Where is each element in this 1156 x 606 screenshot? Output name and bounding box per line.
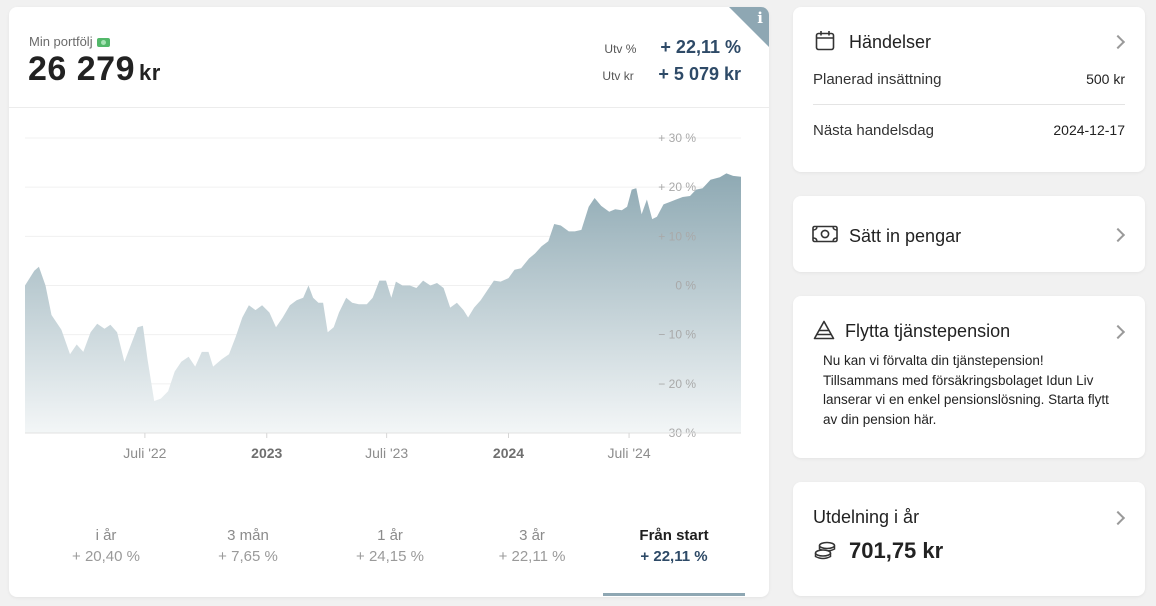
period-fran-start[interactable]: Från start + 22,11 %	[603, 517, 745, 597]
portfolio-value-number: 26 279	[28, 50, 135, 88]
period-label: i år	[95, 527, 117, 544]
banknote-icon	[812, 225, 838, 243]
coins-icon	[814, 541, 836, 560]
pension-description: Nu kan vi förvalta din tjänstepension! T…	[823, 353, 1109, 427]
x-tick-label: 2023	[251, 445, 282, 461]
period-value: + 22,11 %	[640, 548, 708, 565]
y-tick-label: + 10 %	[658, 229, 696, 243]
pension-title: Flytta tjänstepension	[845, 321, 1011, 341]
y-axis-ticks: + 30 %+ 20 %+ 10 %0 %− 10 %− 20 %− 30 %	[658, 131, 696, 440]
period-selector: i år + 20,40 % 3 mån + 7,65 % 1 år + 24,…	[35, 517, 745, 597]
events-divider	[813, 104, 1125, 105]
period-label: 3 år	[519, 527, 545, 544]
deposit-title: Sätt in pengar	[849, 226, 962, 246]
period-value: + 7,65 %	[218, 548, 278, 565]
x-axis-ticks: Juli '22 2023 Juli '23 2024 Juli '24	[123, 433, 651, 461]
info-icon: i	[757, 9, 763, 27]
dividend-card[interactable]: Utdelning i år 701,75 kr	[793, 482, 1145, 596]
period-value: + 20,40 %	[72, 548, 140, 565]
period-3-man[interactable]: 3 mån + 7,65 %	[177, 517, 319, 597]
dividend-amount: 701,75 kr	[849, 538, 944, 563]
x-tick-label: Juli '22	[123, 445, 166, 461]
portfolio-value-unit: kr	[139, 60, 161, 85]
portfolio-value: 26 279 kr	[28, 50, 161, 89]
chevron-right-icon	[1110, 324, 1126, 340]
chevron-right-icon	[1110, 227, 1126, 243]
portfolio-chart[interactable]: + 30 %+ 20 %+ 10 %0 %− 10 %− 20 %− 30 % …	[9, 108, 769, 478]
events-row-label: Nästa handelsdag	[813, 122, 934, 139]
y-tick-label: − 10 %	[658, 328, 696, 342]
y-tick-label: 0 %	[675, 279, 696, 293]
portfolio-label-text: Min portfölj	[29, 34, 93, 49]
chart-area	[25, 173, 741, 433]
chevron-right-icon	[1110, 34, 1126, 50]
y-tick-label: + 30 %	[658, 131, 696, 145]
development-percent-row: Utv % + 22,11 %	[604, 37, 741, 59]
development-percent-value: + 22,11 %	[660, 37, 741, 57]
y-tick-label: − 20 %	[658, 377, 696, 391]
y-tick-label: + 20 %	[658, 180, 696, 194]
period-value: + 22,11 %	[498, 548, 566, 565]
calendar-icon	[815, 31, 835, 51]
development-kr-label: Utv kr	[602, 69, 634, 83]
chevron-right-icon	[1110, 510, 1126, 526]
x-tick-label: 2024	[493, 445, 524, 461]
portfolio-header: Min portfölj 26 279 kr Utv % + 22,11 % Ut…	[9, 7, 769, 108]
period-i-ar[interactable]: i år + 20,40 %	[35, 517, 177, 597]
portfolio-card: Min portfölj 26 279 kr Utv % + 22,11 % Ut…	[9, 7, 769, 597]
events-card[interactable]: Händelser Planerad insättning 500 kr Näs…	[793, 7, 1145, 172]
development-kr-value: + 5 079 kr	[658, 64, 741, 84]
x-tick-label: Juli '23	[365, 445, 408, 461]
development-percent-label: Utv %	[604, 42, 637, 56]
events-row-trading-day: Nästa handelsdag 2024-12-17	[813, 122, 1125, 139]
events-row-label: Planerad insättning	[813, 71, 942, 88]
period-3-ar[interactable]: 3 år + 22,11 %	[461, 517, 603, 597]
development-kr-row: Utv kr + 5 079 kr	[602, 64, 741, 86]
period-label: Från start	[639, 527, 709, 544]
pension-card[interactable]: Flytta tjänstepension Nu kan vi förvalta…	[793, 296, 1145, 458]
period-1-ar[interactable]: 1 år + 24,15 %	[319, 517, 461, 597]
pyramid-icon	[813, 320, 835, 340]
events-row-value: 500 kr	[1086, 71, 1125, 87]
period-label: 3 mån	[227, 527, 269, 544]
money-bill-icon	[96, 38, 110, 48]
events-row-value: 2024-12-17	[1053, 122, 1125, 138]
period-label: 1 år	[377, 527, 403, 544]
info-corner-button[interactable]: i	[729, 7, 769, 47]
portfolio-label: Min portfölj	[29, 34, 110, 49]
events-row-deposit: Planerad insättning 500 kr	[813, 71, 1125, 88]
events-title: Händelser	[849, 32, 932, 52]
dividend-title: Utdelning i år	[813, 507, 920, 527]
x-tick-label: Juli '24	[607, 445, 650, 461]
deposit-card[interactable]: Sätt in pengar	[793, 196, 1145, 272]
period-value: + 24,15 %	[356, 548, 424, 565]
